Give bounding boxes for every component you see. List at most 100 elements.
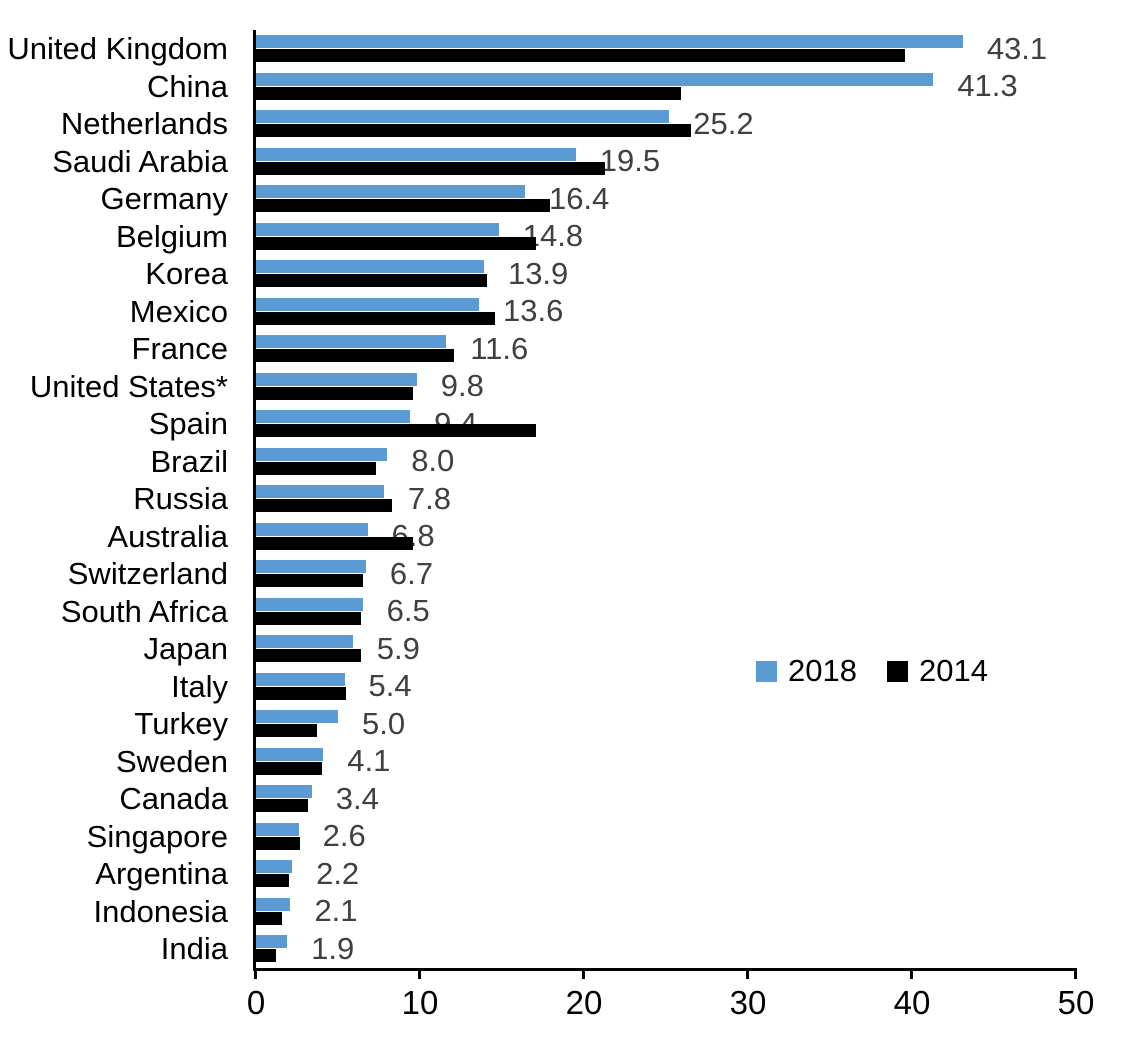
bar-2018: [256, 410, 411, 424]
bar-row: Korea 13.9: [145, 255, 1076, 293]
category-label: South Africa: [60, 593, 228, 629]
value-label: 8.0: [411, 443, 455, 479]
value-label: 9.8: [440, 368, 484, 404]
category-label: Japan: [143, 631, 228, 667]
value-label: 2.6: [322, 818, 366, 854]
bar-2018: [256, 485, 384, 499]
bar-2014: [256, 799, 309, 813]
bar-2014: [256, 611, 361, 625]
x-axis-tick-label: 40: [893, 984, 931, 1021]
bar-2014: [256, 836, 301, 850]
bar-row: Switzerland 6.7: [68, 555, 1076, 593]
value-label: 7.8: [407, 480, 452, 516]
bar-2014: [256, 686, 347, 700]
bar-2018: [256, 560, 366, 574]
bar-2014: [256, 574, 363, 588]
bar-row: Turkey 5.0: [134, 705, 1076, 743]
value-label: 25.2: [693, 105, 754, 141]
bar-2018: [256, 897, 291, 911]
bar-row: China 41.3: [147, 68, 1076, 106]
value-label: 16.4: [548, 180, 610, 216]
category-label: Turkey: [134, 706, 228, 742]
x-axis-tick: [582, 968, 585, 979]
bar-2018: [256, 635, 353, 649]
bar-2014: [256, 499, 393, 513]
category-label: Brazil: [150, 443, 228, 479]
bar-row: Italy 5.4: [171, 668, 1076, 706]
x-axis-tick-label: 50: [1057, 984, 1095, 1021]
bar-row: Netherlands 25.2: [61, 105, 1076, 143]
bar-2014: [256, 461, 376, 475]
bar-2018: [256, 260, 484, 274]
category-label: Germany: [100, 181, 228, 217]
value-label: 13.6: [503, 293, 564, 329]
x-axis-tick: [254, 968, 257, 979]
x-axis-tick: [910, 968, 913, 979]
category-label: Belgium: [116, 218, 228, 254]
value-label: 1.9: [311, 930, 355, 966]
category-label: Indonesia: [93, 893, 228, 929]
legend-swatch-2014-icon: [886, 660, 908, 682]
bar-2018: [256, 335, 447, 349]
category-label: Italy: [171, 668, 228, 704]
bar-2014: [256, 649, 361, 663]
category-label: Singapore: [86, 818, 228, 854]
bar-2014: [256, 761, 322, 775]
value-label: 43.1: [986, 30, 1048, 66]
bar-2018: [256, 710, 338, 724]
bar-2018: [256, 747, 324, 761]
value-label: 5.4: [368, 668, 412, 704]
bar-2014: [256, 311, 496, 325]
bar-row: South Africa 6.5: [61, 593, 1076, 631]
bar-2014: [256, 49, 906, 62]
bar-row: United States* 9.8: [30, 368, 1076, 406]
bar-2018: [256, 935, 288, 949]
x-axis-tick: [1074, 968, 1077, 979]
bar-2018: [256, 35, 963, 48]
bar-row: Germany 16.4: [101, 180, 1076, 218]
bar-2018: [256, 147, 576, 161]
bar-2014: [256, 349, 455, 363]
bar-row: Belgium 14.8: [116, 218, 1076, 256]
plot-area: United Kingdom 43.1 China 41.3 Netherlands 25…: [7, 30, 1094, 1021]
category-label: United Kingdom: [7, 31, 228, 66]
category-label: Mexico: [129, 293, 228, 329]
bar-row: Brazil 8.0: [150, 443, 1076, 481]
bar-2018: [256, 185, 525, 199]
bar-row: Indonesia 2.1: [94, 893, 1076, 931]
x-axis-tick: [746, 968, 749, 979]
category-label: Korea: [145, 256, 228, 292]
legend-label-2018: 2018: [788, 653, 857, 688]
legend-swatch-2018-icon: [756, 660, 777, 682]
bar-2018: [256, 672, 345, 686]
bar-2018: [256, 72, 934, 86]
category-label: India: [160, 931, 228, 967]
bar-2014: [256, 949, 276, 963]
bar-2014: [256, 124, 691, 138]
bar-row: Saudi Arabia 19.5: [52, 143, 1076, 181]
value-label: 11.6: [470, 330, 529, 366]
category-label: Canada: [119, 781, 228, 817]
bar-2018: [256, 597, 363, 611]
bar-2014: [256, 236, 537, 250]
bar-2018: [256, 860, 293, 874]
value-label: 2.2: [316, 855, 360, 891]
bar-row: Mexico 13.6: [130, 293, 1076, 331]
category-label: Spain: [148, 406, 228, 442]
bar-row: France 11.6: [132, 330, 1076, 368]
category-label: Argentina: [95, 856, 228, 892]
bar-2018: [256, 822, 299, 836]
bar-2014: [256, 386, 414, 400]
category-label: Australia: [107, 518, 228, 554]
bar-row: Australia 6.8: [107, 518, 1076, 556]
bar-2018: [256, 110, 670, 124]
bar-2018: [256, 222, 499, 236]
bar-2018: [256, 522, 368, 536]
bar-row: India 1.9: [161, 930, 1076, 968]
bar-2018: [256, 372, 417, 386]
category-label: Saudi Arabia: [52, 143, 228, 179]
bar-row: Russia 7.8: [133, 480, 1076, 518]
x-axis-tick-label: 0: [246, 984, 266, 1021]
value-label: 41.3: [957, 68, 1018, 104]
